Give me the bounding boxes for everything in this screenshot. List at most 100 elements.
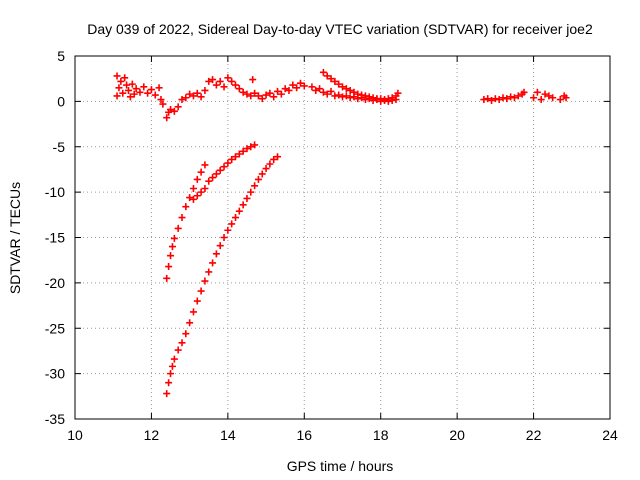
data-point — [216, 242, 224, 250]
data-point — [316, 85, 324, 93]
data-point — [125, 86, 132, 94]
data-point — [165, 379, 173, 387]
data-point — [358, 91, 366, 99]
data-point — [182, 94, 190, 102]
data-point — [174, 103, 182, 111]
data-point — [285, 86, 293, 94]
data-point — [507, 93, 515, 101]
data-point — [121, 74, 129, 82]
y-tick-label: -30 — [45, 366, 65, 382]
data-point — [369, 94, 377, 102]
data-point — [365, 93, 373, 101]
data-point — [251, 182, 259, 190]
data-point — [335, 80, 343, 88]
data-point — [159, 100, 167, 108]
data-point — [339, 83, 346, 91]
data-point — [144, 89, 152, 97]
data-point — [289, 81, 297, 89]
data-point — [128, 80, 136, 88]
data-point — [186, 90, 194, 98]
data-point — [216, 166, 224, 174]
data-point — [201, 277, 209, 285]
data-point — [331, 77, 339, 85]
series-2 — [163, 141, 259, 282]
data-point — [232, 214, 239, 222]
data-point — [514, 92, 522, 100]
data-point — [113, 72, 121, 80]
data-point — [168, 362, 176, 370]
y-tick-label: -10 — [45, 184, 65, 200]
data-point — [170, 234, 178, 242]
y-tick-label: -5 — [53, 139, 66, 155]
data-point — [186, 194, 194, 202]
data-point — [323, 90, 331, 98]
data-point — [520, 88, 528, 96]
data-point — [274, 87, 282, 95]
data-point — [193, 89, 201, 97]
data-point — [224, 74, 232, 82]
data-point — [491, 95, 499, 103]
data-point — [174, 224, 182, 232]
data-point — [354, 90, 362, 98]
chart-title: Day 039 of 2022, Sidereal Day-to-day VTE… — [87, 21, 593, 37]
data-points — [113, 68, 570, 398]
data-point — [335, 91, 343, 99]
data-point — [163, 274, 171, 282]
data-point — [281, 85, 289, 93]
y-axis-label: SDTVAR / TECUs — [7, 182, 23, 294]
data-point — [157, 96, 165, 104]
data-point — [342, 85, 350, 93]
axis-ticks: 10 12 14 16 18 20 22 24 -35 -30 -25 -20 -15 -10 -5 0 5 — [45, 48, 618, 443]
data-point — [220, 234, 228, 241]
data-point — [193, 175, 201, 183]
data-point — [247, 188, 255, 196]
data-point — [201, 184, 209, 192]
data-point — [182, 203, 190, 211]
x-tick-label: 12 — [144, 427, 160, 443]
x-axis-label: GPS time / hours — [287, 458, 394, 474]
data-point — [251, 141, 259, 149]
data-point — [163, 390, 171, 398]
data-point — [327, 87, 335, 95]
data-point — [312, 86, 320, 94]
data-point — [168, 243, 176, 251]
x-tick-label: 20 — [449, 427, 465, 443]
data-point — [197, 188, 205, 196]
data-point — [212, 81, 220, 89]
data-point — [205, 177, 213, 185]
data-point — [361, 92, 369, 100]
y-tick-label: 5 — [57, 48, 65, 64]
data-point — [123, 81, 131, 89]
series-1 — [113, 68, 570, 122]
data-point — [388, 94, 396, 102]
data-point — [170, 107, 178, 115]
y-tick-label: 0 — [57, 93, 65, 109]
data-point — [247, 143, 255, 151]
data-point — [247, 92, 255, 100]
data-point — [228, 155, 236, 163]
y-tick-label: -25 — [45, 320, 65, 336]
data-point — [209, 174, 217, 182]
data-point — [165, 263, 173, 271]
data-point — [377, 95, 385, 103]
data-point — [235, 150, 243, 158]
data-point — [186, 319, 194, 327]
data-point — [503, 95, 511, 103]
data-point — [197, 93, 205, 101]
data-point — [249, 76, 257, 84]
data-point — [262, 91, 270, 99]
data-point — [530, 94, 538, 102]
data-point — [163, 114, 171, 122]
data-point — [201, 161, 209, 169]
data-point — [381, 96, 389, 104]
data-point — [308, 83, 316, 91]
data-point — [239, 201, 247, 209]
data-point — [232, 81, 239, 89]
data-point — [545, 92, 553, 100]
data-point — [323, 72, 331, 80]
x-tick-label: 14 — [220, 427, 236, 443]
data-point — [300, 82, 308, 90]
data-point — [239, 88, 247, 96]
data-point — [384, 95, 392, 103]
data-point — [346, 86, 354, 94]
